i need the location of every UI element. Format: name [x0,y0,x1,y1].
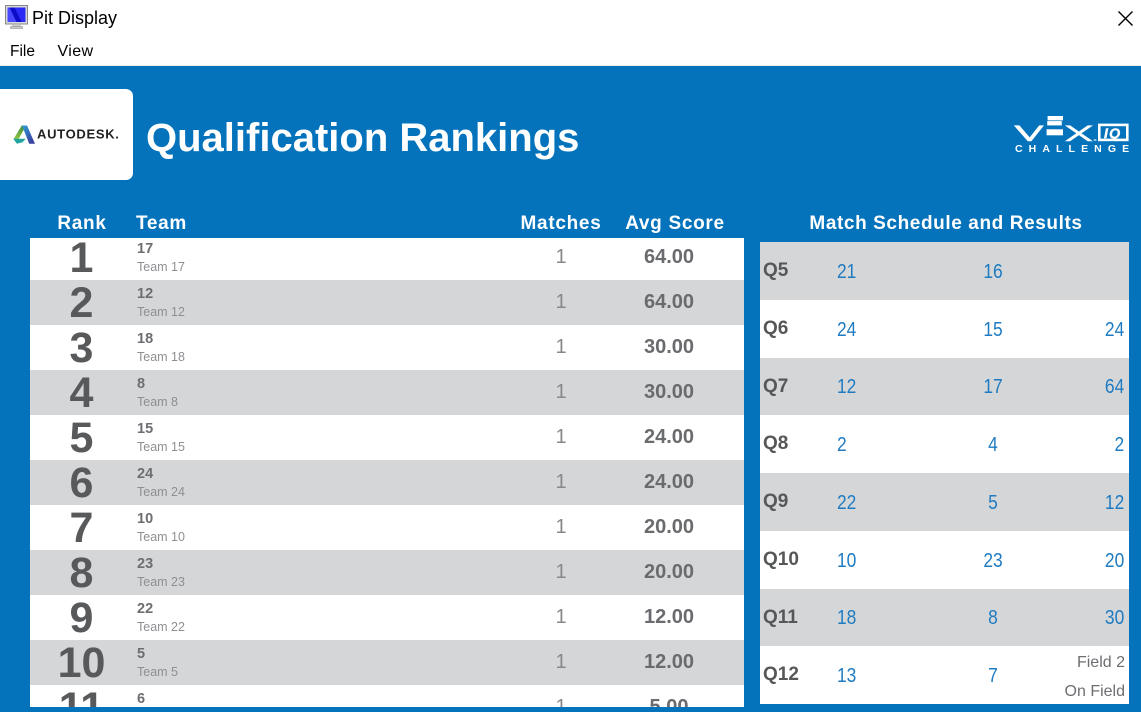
svg-text:CHALLENGE: CHALLENGE [1015,143,1135,155]
svg-text:AUTODESK.: AUTODESK. [37,126,120,141]
svg-text:IQ: IQ [1104,126,1121,142]
